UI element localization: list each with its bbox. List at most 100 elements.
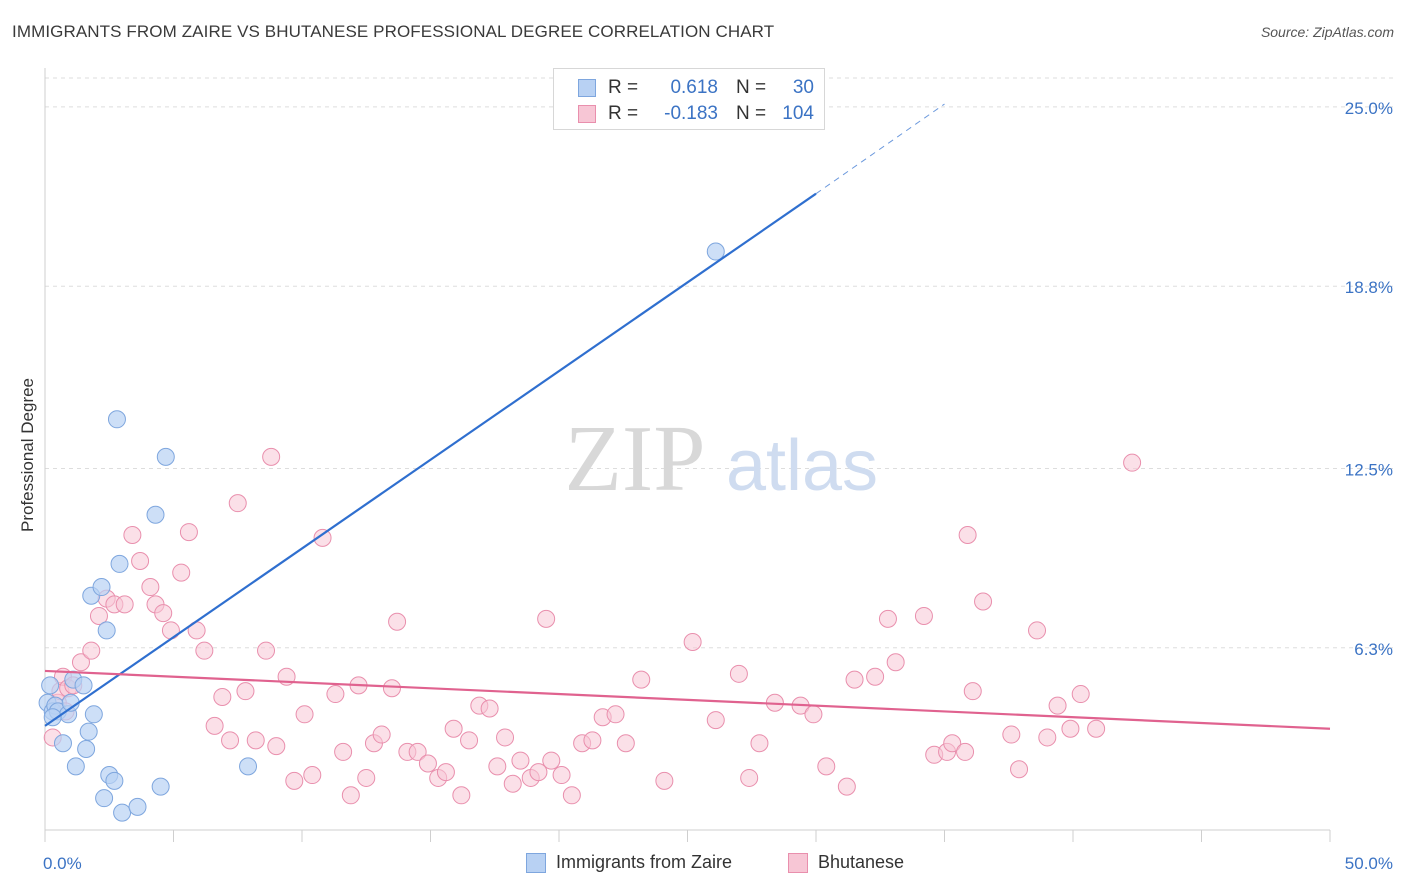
bottom-legend-label: Immigrants from Zaire [556, 852, 733, 872]
bhutanese-point [914, 606, 933, 625]
legend-r-value: -0.183 [664, 103, 718, 124]
bhutanese-point [257, 641, 276, 660]
zaire-point [113, 803, 132, 822]
bhutanese-point [878, 609, 897, 628]
bhutanese-point [974, 592, 993, 611]
bhutanese-point [172, 563, 191, 582]
bhutanese-point [179, 523, 198, 542]
bhutanese-point [817, 757, 836, 776]
bhutanese-point [480, 699, 499, 718]
zaire-point [151, 777, 170, 796]
bhutanese-point [228, 494, 247, 513]
bhutanese-point [1048, 696, 1067, 715]
bhutanese-point [1087, 719, 1106, 738]
watermark: ZIP atlas [565, 407, 879, 511]
bhutanese-point [236, 682, 255, 701]
bhutanese-point [542, 751, 561, 770]
bhutanese-point [408, 742, 427, 761]
zaire-point [110, 554, 129, 573]
bhutanese-point [943, 734, 962, 753]
bhutanese-point [460, 731, 479, 750]
legend-n-label: N = [736, 103, 767, 124]
bhutanese-point [71, 653, 90, 672]
y-tick-label: 18.8% [1345, 278, 1393, 297]
zaire-point [146, 505, 165, 524]
zaire-trend-line [44, 192, 817, 727]
zaire-point [239, 757, 258, 776]
bhutanese-point [1002, 725, 1021, 744]
bhutanese-point [195, 641, 214, 660]
bhutanese-point [154, 604, 173, 623]
bhutanese-point [418, 754, 437, 773]
bhutanese-trend-line [44, 669, 1331, 730]
bhutanese-point [552, 766, 571, 785]
bhutanese-point [529, 763, 548, 782]
bhutanese-point [655, 771, 674, 790]
bhutanese-point [267, 737, 286, 756]
zaire-points [38, 242, 725, 822]
bhutanese-point [537, 609, 556, 628]
bhutanese-point [729, 664, 748, 683]
bhutanese-point [837, 777, 856, 796]
x-tick-label: 50.0% [1345, 854, 1393, 873]
bottom-legend-label: Bhutanese [818, 852, 905, 872]
bhutanese-point [123, 525, 142, 544]
bhutanese-point [213, 687, 232, 706]
bhutanese-point [503, 774, 522, 793]
zaire-point [41, 676, 60, 695]
legend-n-value: 104 [782, 103, 814, 124]
zaire-point [128, 797, 147, 816]
bhutanese-point [1038, 728, 1057, 747]
zaire-point [74, 676, 93, 695]
bhutanese-point [246, 731, 265, 750]
zaire-point [105, 771, 124, 790]
bhutanese-point [496, 728, 515, 747]
bhutanese-point [958, 525, 977, 544]
zaire-point [79, 722, 98, 741]
bhutanese-point [115, 595, 134, 614]
y-tick-label: 12.5% [1345, 460, 1393, 479]
bhutanese-point [89, 606, 108, 625]
bhutanese-point [632, 670, 651, 689]
grid-lines [45, 77, 1395, 649]
bhutanese-point [1071, 685, 1090, 704]
trend-lines [44, 103, 1331, 730]
bhutanese-point [511, 751, 530, 770]
y-tick-label: 25.0% [1345, 99, 1393, 118]
bhutanese-point [341, 786, 360, 805]
bhutanese-point [452, 786, 471, 805]
bhutanese-point [706, 711, 725, 730]
bottom-swatch-blue [526, 852, 546, 873]
bottom-legend-bhutanese: Bhutanese [788, 852, 904, 873]
legend-r-label: R = [608, 103, 639, 124]
bhutanese-point [205, 716, 224, 735]
bhutanese-point [583, 731, 602, 750]
watermark-zip: ZIP [565, 407, 706, 511]
bhutanese-point [616, 734, 635, 753]
bhutanese-point [562, 786, 581, 805]
bhutanese-point [1028, 621, 1047, 640]
bhutanese-point [488, 757, 507, 776]
bottom-swatch-pink [788, 852, 808, 873]
legend-swatch-blue [578, 79, 596, 97]
bhutanese-point [141, 578, 160, 597]
bhutanese-point [866, 667, 885, 686]
bhutanese-point [804, 705, 823, 724]
zaire-point [95, 789, 114, 808]
legend-r-value: 0.618 [670, 77, 718, 98]
bhutanese-point [683, 633, 702, 651]
tick-labels: 6.3% 12.5% 18.8% 25.0% 0.0% 50.0% [43, 99, 1393, 873]
zaire-point [66, 757, 85, 776]
y-tick-label: 6.3% [1354, 640, 1393, 659]
bhutanese-point [963, 682, 982, 701]
bhutanese-point [382, 679, 401, 698]
correlation-legend: R = 0.618 N = 30 R = -0.183 N = 104 [553, 68, 825, 130]
bhutanese-point [740, 768, 759, 787]
zaire-point [97, 621, 116, 640]
bhutanese-point [372, 725, 391, 744]
legend-row-zaire: R = 0.618 N = 30 [578, 77, 814, 99]
bhutanese-point [221, 731, 240, 750]
zaire-point [107, 410, 126, 429]
legend-n-label: N = [736, 77, 767, 98]
